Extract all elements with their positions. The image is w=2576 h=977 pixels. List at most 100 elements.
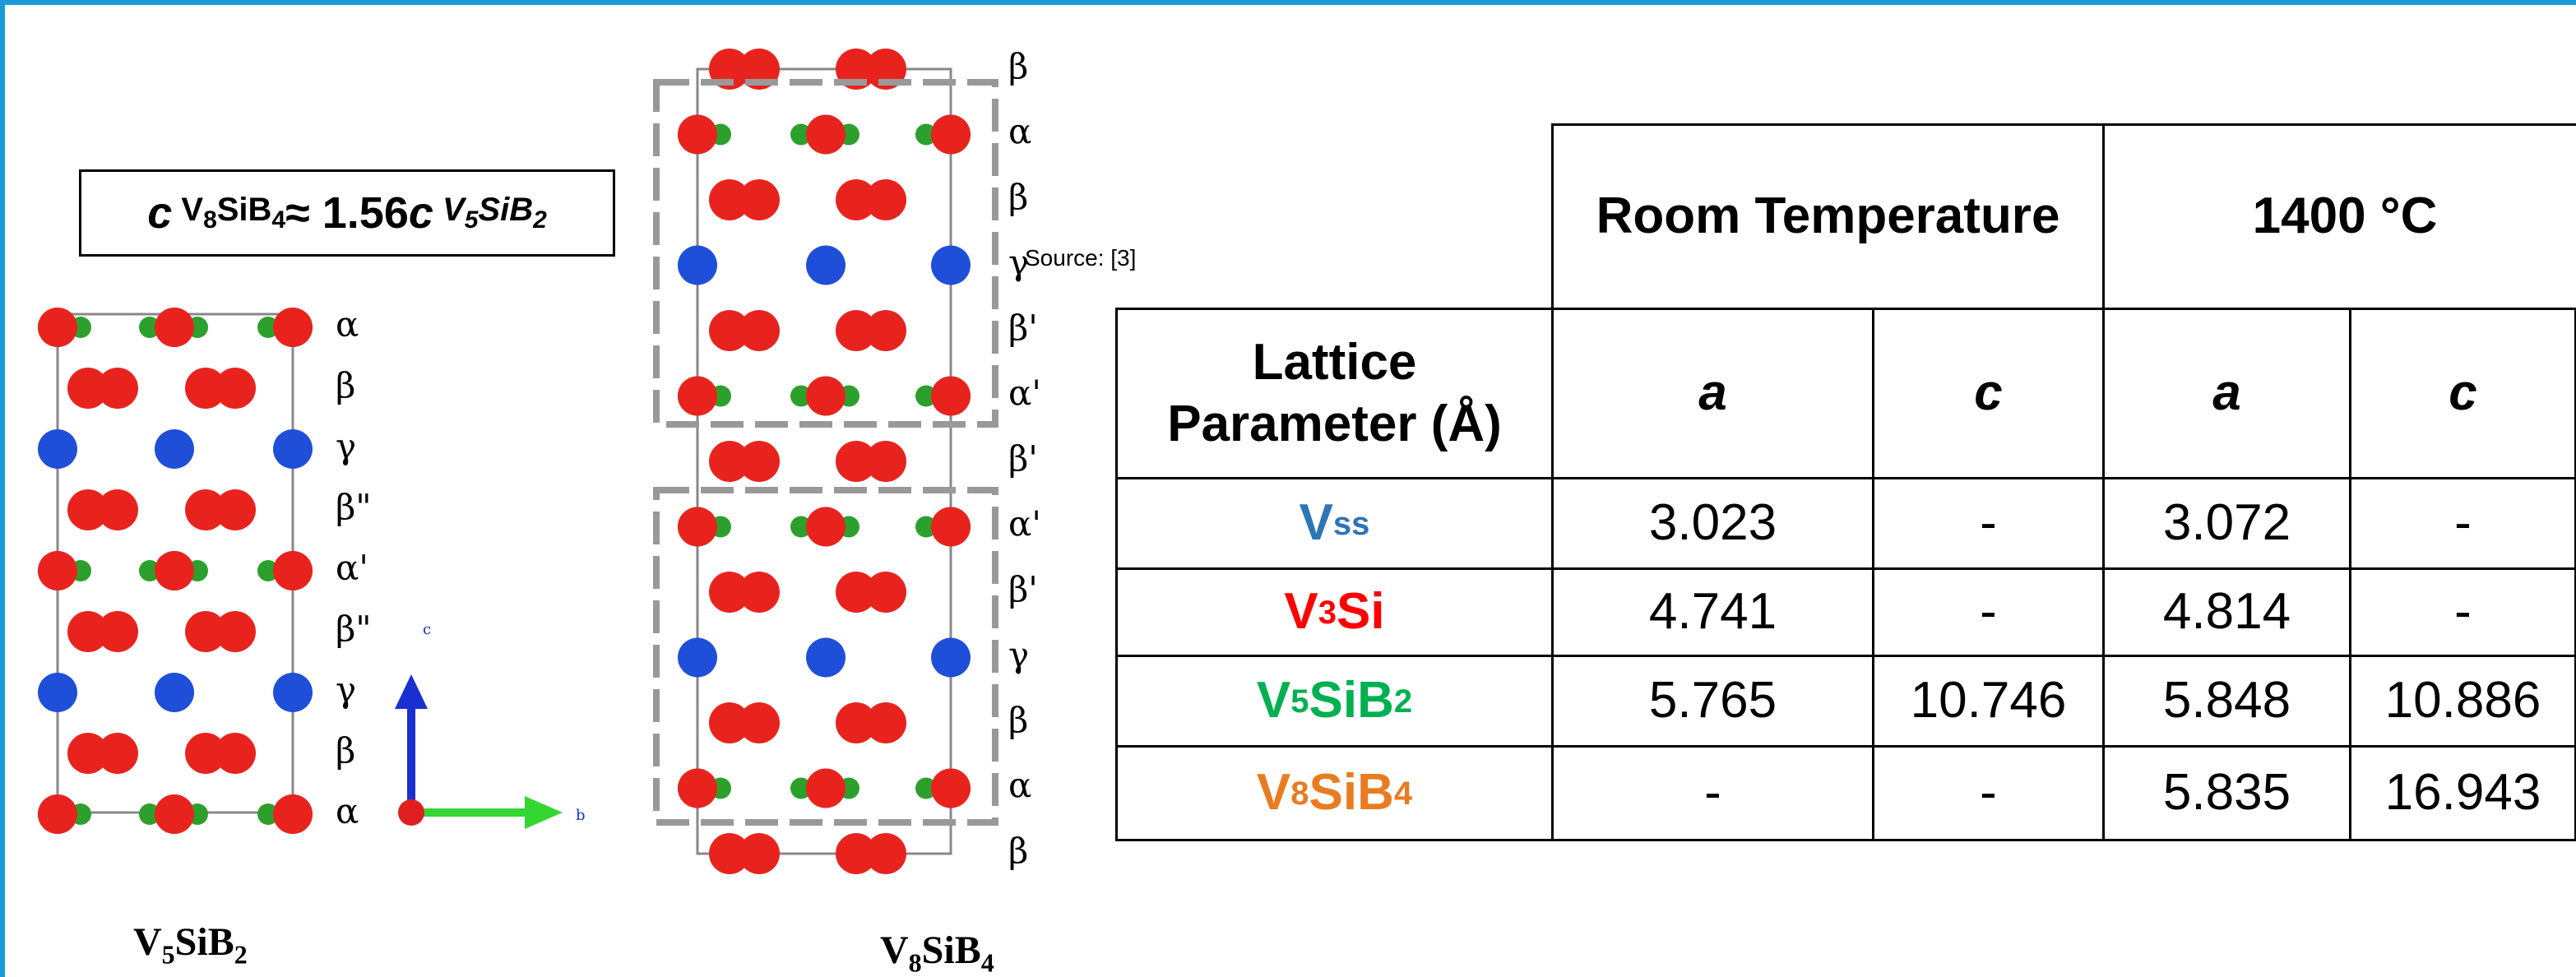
formula-part: V bbox=[880, 928, 909, 972]
source-note: Source: [3] bbox=[1025, 245, 1136, 271]
layer-label: β" bbox=[336, 487, 372, 527]
formula-part: 4 bbox=[1394, 774, 1412, 813]
slide: αβγβ"α'β"γβαβαβγβ'α'β'α'β'γβαβcb c V8SiB… bbox=[0, 0, 2576, 977]
value-cell: 16.943 bbox=[2349, 745, 2576, 841]
value-cell: - bbox=[1872, 567, 2105, 657]
axis-origin bbox=[398, 799, 424, 826]
atom bbox=[38, 308, 77, 347]
formula-part: V bbox=[181, 192, 203, 228]
formula-part: 2 bbox=[234, 940, 248, 970]
group-header: Room Temperature bbox=[1551, 123, 2105, 310]
layer-label: α bbox=[1008, 112, 1031, 152]
atom bbox=[739, 833, 780, 874]
value-cell: 10.886 bbox=[2349, 655, 2576, 748]
atom bbox=[97, 368, 138, 409]
layer-label: β bbox=[1008, 831, 1028, 871]
formula-part: SiB bbox=[1309, 670, 1394, 731]
atom bbox=[739, 702, 780, 743]
value-cell: 5.848 bbox=[2102, 655, 2351, 748]
atom bbox=[931, 246, 971, 285]
layer-label: α' bbox=[1008, 373, 1041, 414]
atom bbox=[155, 429, 194, 469]
atom bbox=[215, 611, 256, 652]
layer-label: α' bbox=[1008, 504, 1041, 544]
atom bbox=[678, 246, 717, 285]
layer-label: α' bbox=[336, 548, 368, 588]
atom bbox=[38, 673, 77, 712]
atom bbox=[38, 794, 77, 834]
formula-part: 5 bbox=[1290, 682, 1309, 721]
atom bbox=[155, 673, 194, 712]
atom bbox=[38, 551, 77, 590]
atom bbox=[806, 638, 846, 678]
value-cell: 4.741 bbox=[1551, 567, 1874, 657]
formula-part: Si bbox=[1337, 581, 1385, 642]
atom bbox=[97, 733, 138, 774]
value-cell: - bbox=[2349, 477, 2576, 570]
layer-label: α bbox=[336, 791, 359, 831]
atom bbox=[678, 115, 717, 155]
formula-part: SiB bbox=[175, 920, 234, 964]
value-cell: 5.835 bbox=[2102, 745, 2351, 841]
formula-part: 8 bbox=[203, 206, 217, 234]
formula-part: V8SiB4 bbox=[172, 192, 285, 234]
formula-box: c V8SiB4 ≈ 1.56 c V5SiB2 bbox=[79, 169, 615, 257]
value-cell: - bbox=[1872, 477, 2105, 570]
atom bbox=[155, 551, 194, 590]
atom bbox=[931, 115, 971, 155]
formula-part: V bbox=[1257, 670, 1290, 731]
column-header: c bbox=[2349, 308, 2576, 479]
formula-part: 2 bbox=[1394, 682, 1412, 721]
atom bbox=[931, 638, 971, 678]
layer-label: β' bbox=[1008, 308, 1038, 348]
structure-caption: V8SiB4 bbox=[880, 928, 994, 977]
axis-arrow bbox=[395, 674, 428, 709]
formula-part: V bbox=[133, 920, 162, 964]
atom bbox=[273, 551, 313, 590]
atom bbox=[273, 429, 313, 469]
layer-label: γ bbox=[1008, 635, 1029, 675]
formula-part: 8 bbox=[1290, 774, 1309, 813]
layer-label: β bbox=[1008, 177, 1028, 217]
formula-part: 3 bbox=[1318, 593, 1337, 632]
formula-part: 8 bbox=[909, 948, 922, 977]
formula-part: SiB bbox=[922, 928, 981, 972]
atom bbox=[273, 308, 313, 347]
atom bbox=[865, 441, 906, 482]
atom bbox=[678, 507, 717, 547]
formula-part: 5 bbox=[465, 206, 479, 234]
group-header: 1400 °C bbox=[2102, 123, 2576, 310]
atom bbox=[155, 794, 194, 834]
formula-part: 2 bbox=[533, 206, 547, 234]
layer-label: β' bbox=[1008, 569, 1038, 609]
atom bbox=[931, 377, 971, 416]
atom bbox=[739, 441, 780, 482]
atom bbox=[273, 673, 313, 712]
atom bbox=[931, 507, 971, 547]
value-cell: 3.023 bbox=[1551, 477, 1874, 570]
layer-label: α bbox=[1008, 766, 1031, 806]
atom bbox=[97, 611, 138, 652]
axis-label: b bbox=[576, 807, 586, 824]
column-header: c bbox=[1872, 308, 2105, 479]
atom bbox=[38, 429, 77, 469]
formula-part: c bbox=[409, 188, 433, 238]
formula-part: SiB bbox=[478, 192, 533, 228]
atom bbox=[806, 246, 846, 285]
atom bbox=[806, 769, 846, 808]
layer-label: β" bbox=[336, 609, 372, 649]
formula-part: V5SiB2 bbox=[433, 192, 547, 234]
atom bbox=[678, 377, 717, 416]
formula-part: ≈ 1.56 bbox=[285, 188, 409, 238]
value-cell: - bbox=[2349, 567, 2576, 657]
atom bbox=[865, 833, 906, 874]
layer-label: γ bbox=[336, 669, 356, 710]
column-header: a bbox=[1551, 308, 1874, 479]
atom bbox=[678, 638, 717, 678]
atom bbox=[215, 733, 256, 774]
atom bbox=[215, 368, 256, 409]
atom bbox=[739, 572, 780, 613]
